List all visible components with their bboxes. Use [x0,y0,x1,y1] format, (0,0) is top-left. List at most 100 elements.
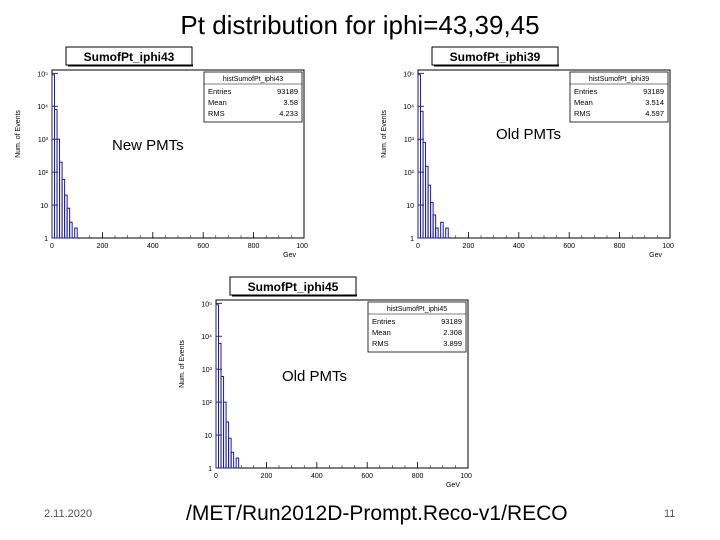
y-tick-label: 10⁵ [37,71,48,78]
x-axis-label: GeV [446,482,460,489]
histogram-panel-iphi39: SumofPt_iphi39 1 10 10² 10³ 10⁴ 10⁵ Num. of Eve… [374,46,674,260]
stats-label-rms: RMS [574,109,591,118]
x-tick-label: 400 [513,243,525,250]
x-tick-label: 600 [563,243,575,250]
stats-value-entries: 93189 [643,87,664,96]
slide-number: 11 [664,508,676,520]
stats-label-rms: RMS [372,339,389,348]
title-box: SumofPt_iphi45 [229,276,357,297]
x-tick-label: 400 [311,473,323,480]
y-tick-label: 10⁵ [403,71,414,78]
y-tick-label: 10⁵ [201,301,212,308]
stats-box: histSumofPt_iphi45 Entries 93189 Mean 2.308 R… [367,301,467,353]
y-axis-label: Num. of Events [179,340,186,388]
x-tick-label: 1000 [662,243,674,250]
stats-label-mean: Mean [372,328,391,337]
histogram-bin [230,451,235,469]
stats-label-entries: Entries [574,87,598,96]
stats-value-rms: 3.899 [443,339,462,348]
histogram-bins [215,304,240,469]
y-tick-label: 1 [410,236,414,243]
y-tick-label: 10³ [404,137,415,144]
histogram-bin [235,457,240,469]
x-axis: 0 200 400 600 800 1000GeV [214,462,472,489]
y-tick-label: 10² [202,400,213,407]
stats-value-entries: 93189 [441,317,462,326]
stats-frame [367,301,467,353]
x-tick-label: 1000 [296,243,308,250]
slide-title: Pt distribution for iphi=43,39,45 [180,10,540,40]
y-tick-label: 10⁴ [201,334,212,341]
histogram-bins [417,74,449,239]
histogram-svg: SumofPt_iphi43 1 10 10² 10³ 10⁴ 10⁵ Num. of Eve… [8,46,308,260]
x-tick-label: 400 [147,243,159,250]
annotation-old-pmts-iphi45: Old PMTs [282,368,348,385]
x-axis-label: Gev [649,252,662,259]
y-axis-label: Num. of Events [15,110,22,158]
stats-label-mean: Mean [208,98,227,107]
chart-title: SumofPt_iphi43 [84,50,175,64]
stats-label-mean: Mean [574,98,593,107]
x-tick-label: 800 [248,243,260,250]
annotation-new-pmts: New PMTs [112,137,184,154]
x-axis: 0 200 400 600 800 1000Gev [416,232,674,259]
stats-frame [203,71,303,123]
x-tick-label: 1000 [460,473,472,480]
x-tick-label: 600 [361,473,373,480]
stats-value-rms: 4.597 [645,109,664,118]
histogram-panel-iphi45: SumofPt_iphi45 1 10 10² 10³ 10⁴ 10⁵ Num. of Eve… [172,276,472,490]
stats-box: histSumofPt_iphi39 Entries 93189 Mean 3.514 R… [569,71,669,123]
histogram-bin [74,227,78,239]
y-axis-label: Num. of Events [381,110,388,158]
y-tick-label: 10 [406,203,414,210]
stats-value-entries: 93189 [277,87,298,96]
y-tick-label: 10 [40,203,48,210]
y-tick-label: 10² [404,170,415,177]
stats-label-rms: RMS [208,109,225,118]
stats-name: histSumofPt_iphi43 [223,76,283,83]
y-tick-label: 10² [38,170,49,177]
stats-value-mean: 3.58 [283,98,298,107]
histogram-panel-iphi43: SumofPt_iphi43 1 10 10² 10³ 10⁴ 10⁵ Num. of Eve… [8,46,308,260]
y-tick-label: 10³ [202,367,213,374]
x-tick-label: 800 [412,473,424,480]
title-box: SumofPt_iphi39 [431,46,559,67]
histogram-bin [432,214,437,239]
y-tick-label: 1 [208,466,212,473]
stats-label-entries: Entries [208,87,232,96]
stats-label-entries: Entries [372,317,396,326]
stats-name: histSumofPt_iphi39 [589,76,649,83]
histogram-svg: SumofPt_iphi39 1 10 10² 10³ 10⁴ 10⁵ Num. of Eve… [374,46,674,260]
stats-box: histSumofPt_iphi43 Entries 93189 Mean 3.58 RM… [203,71,303,123]
x-tick-label: 200 [261,473,273,480]
x-tick-label: 0 [416,243,420,250]
y-tick-label: 1 [44,236,48,243]
stats-value-mean: 2.308 [443,328,462,337]
x-tick-label: 800 [614,243,626,250]
chart-title: SumofPt_iphi39 [450,50,541,64]
x-axis-label: Gev [283,252,296,259]
x-tick-label: 0 [50,243,54,250]
histogram-svg: SumofPt_iphi45 1 10 10² 10³ 10⁴ 10⁵ Num. of Eve… [172,276,472,490]
stats-frame [569,71,669,123]
x-tick-label: 200 [97,243,109,250]
y-tick-label: 10 [204,433,212,440]
title-box: SumofPt_iphi43 [65,46,193,67]
chart-title: SumofPt_iphi45 [248,280,339,294]
stats-name: histSumofPt_iphi45 [387,306,447,313]
x-tick-label: 200 [463,243,475,250]
x-tick-label: 600 [197,243,209,250]
x-tick-label: 0 [214,473,218,480]
slide-footer: /MET/Run2012D-Prompt.Reco-v1/RECO [186,502,568,525]
histogram-bin [445,227,449,239]
y-tick-label: 10³ [38,137,49,144]
histogram-bins [51,74,78,239]
y-tick-label: 10⁴ [37,104,48,111]
x-axis: 0 200 400 600 800 1000Gev [50,232,308,259]
annotation-old-pmts-iphi39: Old PMTs [496,126,562,143]
stats-value-rms: 4.233 [279,109,298,118]
y-tick-label: 10⁴ [403,104,414,111]
histogram-bin [435,227,439,239]
histogram-bin [440,221,444,239]
histogram-bin [69,221,73,239]
